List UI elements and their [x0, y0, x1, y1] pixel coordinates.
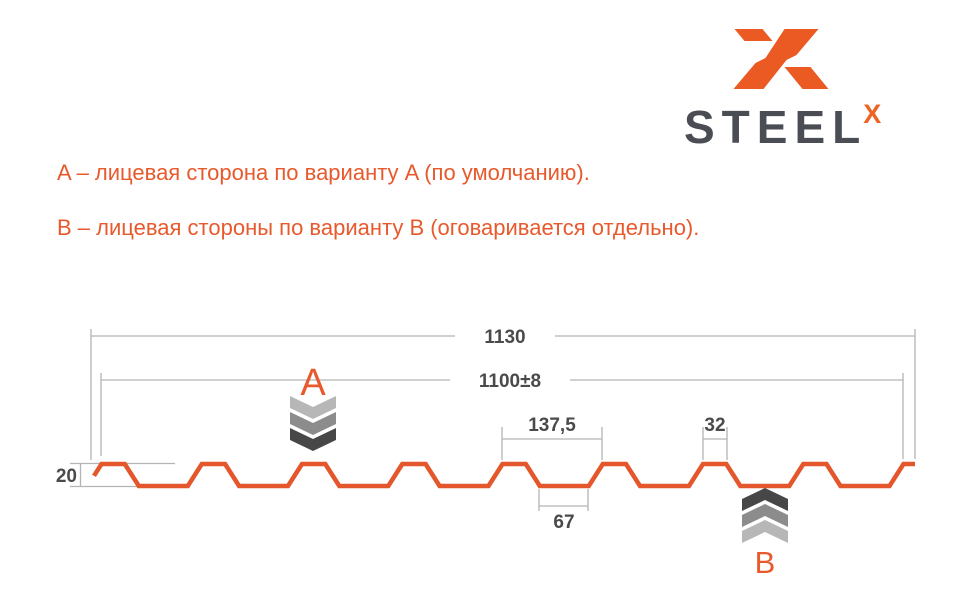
- dim-rib-top-width: 32: [702, 415, 728, 460]
- steelx-wordmark-sup-x: X: [863, 98, 882, 129]
- marker-a-label: A: [300, 362, 326, 404]
- dim-profile-height: 20: [56, 462, 175, 488]
- dim-rib-bottom-width-label: 67: [553, 512, 574, 533]
- steelx-logo: STEELX: [660, 0, 930, 153]
- marker-back-side-b: B: [742, 488, 788, 580]
- sheet-profile-line: [92, 461, 915, 489]
- dim-working-width-label: 1100±8: [479, 371, 541, 392]
- marker-front-side-a: A: [290, 362, 336, 451]
- dim-rib-pitch-label: 137,5: [528, 415, 576, 436]
- dim-rib-top-width-label: 32: [704, 415, 725, 436]
- marker-b-label: B: [755, 545, 776, 580]
- steelx-wordmark: STEELX: [684, 98, 930, 154]
- marker-b-chevrons-up-icon: [742, 488, 788, 543]
- dim-working-width: 1100±8: [100, 371, 904, 459]
- steelx-x-icon: [733, 29, 829, 89]
- note-variant-a: A – лицевая сторона по варианту A (по ум…: [57, 160, 590, 185]
- dim-profile-height-label: 20: [56, 466, 77, 487]
- dim-rib-pitch: 137,5: [501, 415, 603, 460]
- note-variant-b: B – лицевая стороны по варианту B (огова…: [57, 215, 700, 240]
- dim-overall-width-label: 1130: [484, 327, 525, 348]
- dim-rib-bottom-width: 67: [538, 489, 589, 533]
- steelx-wordmark-text: STEEL: [684, 101, 868, 153]
- marker-a-chevrons-down-icon: [290, 396, 336, 451]
- profile-diagram: 1130 1100±8 137,5 32: [56, 327, 916, 580]
- dim-overall-width: 1130: [90, 327, 916, 460]
